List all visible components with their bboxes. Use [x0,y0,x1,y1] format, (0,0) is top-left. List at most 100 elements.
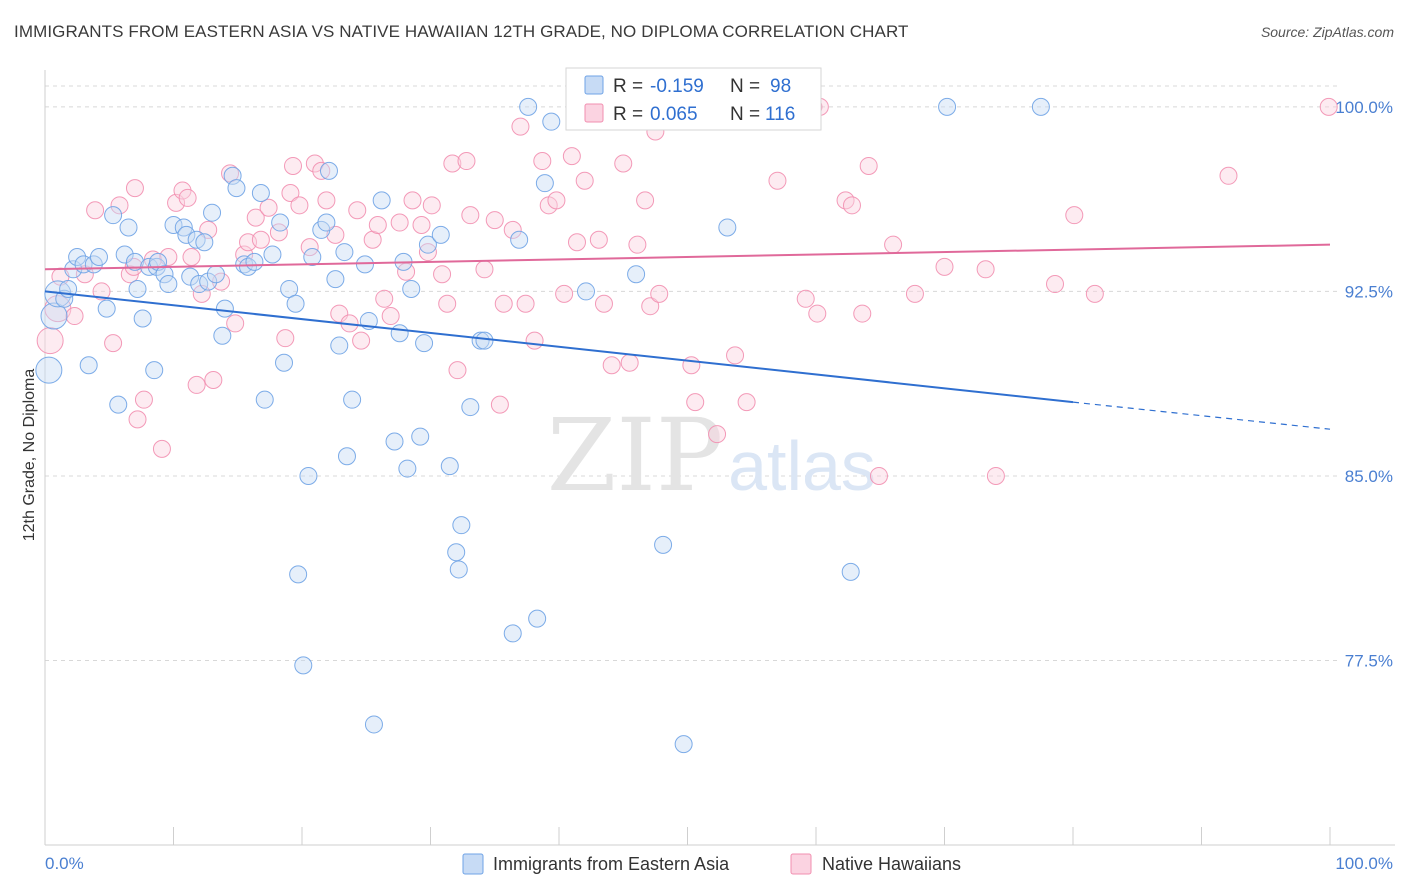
eastern-asia-point-70 [411,427,430,446]
native-hawaiians-point-41 [317,191,336,210]
eastern-asia-point-69 [402,279,421,298]
native-hawaiians-point-81 [614,154,633,173]
native-hawaiians-point-73 [555,284,574,303]
watermark-atlas: atlas [728,427,876,505]
native-hawaiians-point-6 [92,282,111,301]
eastern-asia-point-38 [227,179,246,198]
axes [44,70,1395,846]
native-hawaiians-point-12 [128,410,147,429]
eastern-asia-point-75 [447,543,466,562]
y-tick-label-2: 92.5% [1345,282,1393,301]
native-hawaiians-point-74 [562,147,581,166]
eastern-asia-point-8 [79,356,98,375]
eastern-asia-point-66 [390,324,409,343]
native-hawaiians-point-93 [796,289,815,308]
eastern-asia-point-23 [155,265,174,284]
stats-r-label-pink: R = [613,104,643,125]
native-hawaiians-point-51 [390,213,409,232]
native-hawaiians-point-69 [525,331,544,350]
native-hawaiians-point-78 [594,294,613,313]
native-hawaiians-point-31 [251,230,270,249]
eastern-asia-point-81 [503,624,522,643]
eastern-asia-point-78 [461,398,480,417]
eastern-asia-point-17 [128,279,147,298]
eastern-asia-point-44 [263,245,282,264]
native-hawaiians-point-7 [104,334,123,353]
native-hawaiians-point-64 [485,211,504,230]
bottom-legend: Immigrants from Eastern Asia Native Hawa… [462,853,961,875]
stats-n-value-blue: 98 [770,76,791,97]
native-hawaiians-point-101 [905,284,924,303]
native-hawaiians-point-96 [842,196,861,215]
native-hawaiians-point-67 [503,220,522,239]
native-hawaiians-point-32 [259,198,278,217]
native-hawaiians-point-50 [381,307,400,326]
stats-legend-frame [565,67,822,131]
eastern-asia-point-61 [355,255,374,274]
native-hawaiians-point-20 [182,247,201,266]
eastern-asia-point-34 [206,265,225,284]
stats-n-value-pink: 116 [765,104,795,125]
y-tick-label-1: 85.0% [1345,467,1393,486]
trend-line-native-hawaiians [44,243,1331,271]
eastern-asia-point-32 [199,272,218,291]
native-hawaiians-point-84 [636,191,655,210]
eastern-asia-point-28 [181,267,200,286]
eastern-asia-point-83 [519,97,538,116]
eastern-asia-point-45 [271,213,290,232]
eastern-asia-point-41 [245,252,264,271]
native-hawaiians-point-39 [305,154,324,173]
native-hawaiians-point-15 [152,439,171,458]
native-hawaiians-point-86 [650,284,669,303]
eastern-asia-point-87 [576,282,595,301]
native-hawaiians-point-89 [708,425,727,444]
eastern-asia-point-10 [89,247,108,266]
eastern-asia-point-72 [418,235,437,254]
eastern-asia-point-26 [174,218,193,237]
eastern-asia-point-52 [303,247,322,266]
eastern-asia-point-59 [337,447,356,466]
native-hawaiians-point-76 [575,171,594,190]
native-hawaiians-point-62 [461,206,480,225]
eastern-asia-point-33 [203,203,222,222]
eastern-asia-point-68 [398,459,417,478]
trend-line-eastern-asia-extension [1072,401,1331,430]
eastern-asia-point-60 [343,390,362,409]
stats-r-value-pink: 0.065 [650,104,698,125]
native-hawaiians-point-104 [986,466,1005,485]
native-hawaiians-point-63 [475,260,494,279]
native-hawaiians-point-99 [869,466,888,485]
watermark-zip: ZIP [547,397,723,514]
native-hawaiians-point-46 [352,331,371,350]
native-hawaiians-point-57 [433,265,452,284]
native-hawaiians-point-45 [348,201,367,220]
eastern-asia-point-77 [452,516,471,535]
eastern-asia-point-11 [97,299,116,318]
native-hawaiians-point-13 [134,390,153,409]
native-hawaiians-point-48 [368,216,387,234]
eastern-asia-point-89 [627,265,646,284]
native-hawaiians-point-77 [589,230,608,249]
eastern-asia-point-14 [115,245,134,264]
legend-label-blue: Immigrants from Eastern Asia [493,854,730,874]
native-hawaiians-point-103 [976,260,995,279]
y-tick-label-3: 100.0% [1335,98,1393,117]
x-tick-label-max: 100.0% [1335,854,1393,873]
eastern-asia-point-64 [372,191,391,210]
native-hawaiians-point-0 [36,327,64,355]
native-hawaiians-point-108 [1219,166,1238,185]
native-hawaiians-point-35 [281,184,300,203]
native-hawaiians-point-68 [516,294,535,313]
legend-swatch-pink [790,853,812,875]
native-hawaiians-point-107 [1085,284,1104,303]
eastern-asia-point-54 [317,213,336,232]
native-hawaiians-point-66 [494,294,513,313]
native-hawaiians-point-59 [443,154,462,173]
eastern-asia-point-35 [213,326,232,345]
eastern-asia-point-31 [195,233,214,252]
native-hawaiians-point-82 [620,353,639,372]
stats-legend-blue-swatch [584,75,604,95]
eastern-asia-point-43 [255,390,274,409]
eastern-asia-point-94 [938,97,957,116]
